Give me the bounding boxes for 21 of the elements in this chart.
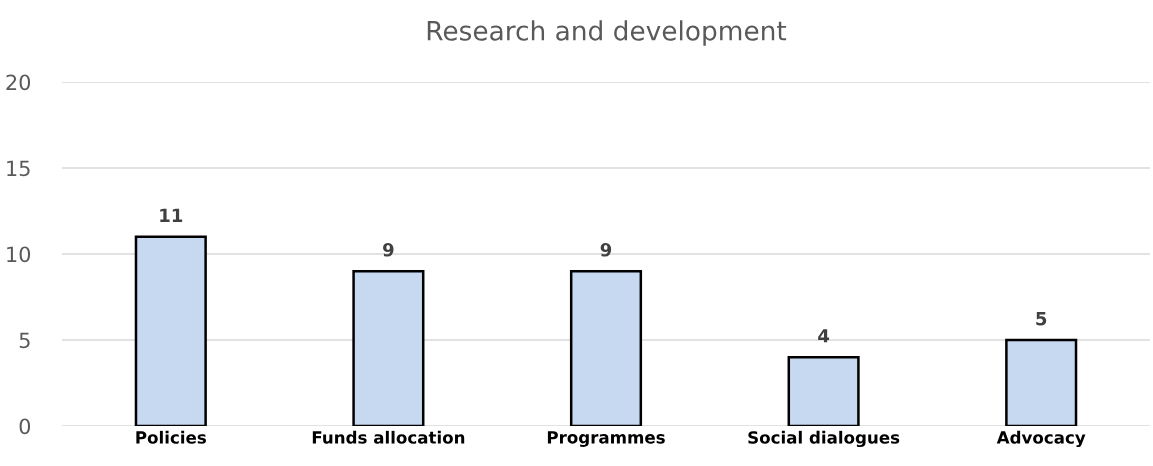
data-label: 9 [383,242,394,257]
x-tick-label: Policies [136,430,206,444]
data-label: 4 [818,329,830,343]
x-tick-label: Programmes [547,431,665,447]
y-tick-label: 10 [7,246,31,263]
bar [134,235,207,426]
bar [352,269,425,426]
data-label: 11 [160,208,183,222]
bar [787,355,860,426]
chart-title: Research and development [427,20,787,46]
bar [569,269,643,426]
y-tick-label: 15 [7,160,30,177]
y-tick-label: 20 [6,74,31,91]
y-tick-label: 0 [19,418,31,435]
bar [1005,338,1078,426]
data-label: 9 [600,242,612,257]
x-tick-label: Advocacy [996,430,1086,448]
data-label: 5 [1036,311,1047,326]
y-tick-label: 5 [19,332,30,349]
x-tick-label: Funds allocation [312,430,465,444]
x-tick-label: Social dialogues [748,430,900,448]
